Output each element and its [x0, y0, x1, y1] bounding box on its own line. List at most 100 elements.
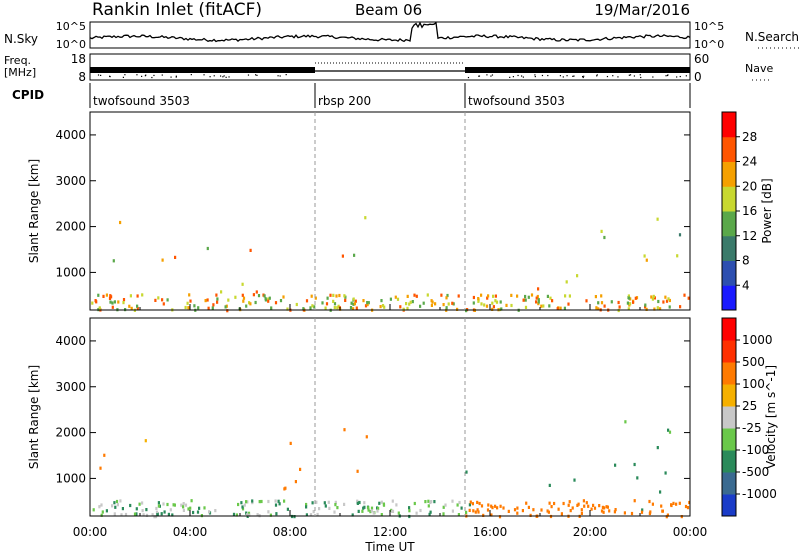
ground-scatter-cell [447, 302, 450, 306]
data-cell [668, 430, 672, 434]
ground-scatter-cell [119, 499, 122, 503]
data-cell [664, 471, 667, 475]
ground-scatter-cell [429, 510, 432, 514]
colorbar-segment [722, 211, 736, 237]
ground-scatter-cell [672, 501, 675, 505]
ground-scatter-cell [389, 297, 392, 301]
power-axes: 1000 2000 3000 4000 [55, 112, 691, 310]
ground-scatter-cell [465, 510, 468, 514]
ground-scatter-cell [252, 293, 255, 297]
freq-noise-dot [491, 74, 494, 76]
ground-scatter-cell [451, 301, 454, 305]
ground-scatter-cell [427, 499, 430, 503]
freq-noise-dot [512, 76, 515, 78]
freq-noise-dot [582, 75, 584, 78]
ground-scatter-cell [456, 307, 459, 311]
data-cell [103, 453, 106, 457]
ground-scatter-cell [419, 304, 422, 308]
freq-noise-dot [679, 75, 681, 78]
ground-scatter-cell [97, 293, 100, 297]
ground-scatter-cell [352, 307, 355, 311]
ground-scatter-cell [629, 302, 632, 306]
ground-scatter-cell [507, 509, 510, 513]
ground-scatter-cell [430, 500, 433, 504]
data-cell [636, 476, 639, 480]
ground-scatter-cell [472, 509, 475, 513]
ground-scatter-cell [664, 295, 667, 299]
ground-scatter-cell [457, 513, 460, 517]
ground-scatter-cell [364, 304, 368, 308]
ground-scatter-cell [614, 508, 617, 512]
ground-scatter-cell [204, 299, 207, 303]
ground-scatter-cell [645, 307, 648, 311]
ground-scatter-cell [434, 302, 437, 306]
ground-scatter-cell [241, 505, 244, 509]
freq-noise-dot [612, 75, 614, 77]
ground-scatter-cell [212, 303, 215, 307]
ground-scatter-cell [251, 499, 254, 503]
ground-scatter-cell [535, 296, 538, 300]
ground-scatter-cell [444, 503, 447, 507]
ground-scatter-cell [129, 503, 132, 508]
ground-scatter-cell [556, 307, 559, 311]
ground-scatter-cell [391, 499, 394, 503]
ground-scatter-cell [267, 297, 270, 301]
ground-scatter-cell [109, 300, 112, 304]
ground-scatter-cell [203, 506, 206, 510]
ground-scatter-cell [413, 293, 416, 297]
ground-scatter-cell [334, 503, 337, 507]
ground-scatter-cell [667, 297, 670, 301]
ground-scatter-cell [268, 296, 271, 300]
colorbar-segment [722, 136, 736, 162]
freq-noise-dot [467, 76, 470, 79]
ground-scatter-cell [172, 503, 175, 507]
ground-scatter-cell [105, 293, 108, 297]
ground-scatter-cell [651, 502, 654, 506]
ground-scatter-cell [568, 500, 571, 504]
ground-scatter-cell [431, 300, 434, 304]
ground-scatter-cell [597, 307, 600, 311]
nsearch-tick-top: 10^5 [694, 20, 724, 33]
data-cell [206, 246, 209, 251]
ground-scatter-cell [623, 511, 626, 515]
ground-scatter-cell [415, 511, 418, 515]
freq-noise-dot [665, 75, 667, 77]
ground-scatter-cell [160, 512, 163, 516]
ground-scatter-cell [419, 508, 422, 513]
y-tick-label: 3000 [55, 380, 86, 394]
ground-scatter-cell [136, 294, 139, 298]
ground-scatter-cell [208, 510, 211, 514]
ground-scatter-cell [370, 506, 374, 510]
ground-scatter-cell [660, 504, 663, 508]
ground-scatter-cell [549, 296, 552, 300]
ground-scatter-cell [630, 511, 634, 516]
ground-scatter-cell [608, 509, 611, 513]
ground-scatter-cell [187, 306, 190, 310]
data-cell [516, 294, 519, 298]
ground-scatter-cell [277, 499, 280, 503]
ground-scatter-cell [613, 510, 616, 514]
ground-scatter-cell [491, 307, 494, 311]
freq-tick-bottom: 8 [78, 70, 86, 84]
ground-scatter-cell [569, 509, 572, 513]
ground-scatter-cell [138, 502, 141, 506]
ground-scatter-cell [162, 502, 165, 506]
ground-scatter-cell [184, 503, 188, 507]
colorbar-tick-label: -500 [742, 465, 769, 479]
ground-scatter-cell [626, 301, 629, 305]
ground-scatter-cell [249, 302, 252, 306]
ground-scatter-cell [358, 500, 361, 505]
freq-noise-dot [153, 74, 155, 77]
ground-scatter-cell [309, 513, 313, 517]
ground-scatter-cell [344, 298, 347, 302]
ground-scatter-cell [166, 298, 169, 302]
freq-noise-dot [628, 74, 630, 76]
freq-noise-dot [685, 75, 687, 77]
ground-scatter-cell [413, 501, 416, 506]
colorbar-segment [722, 450, 736, 473]
data-cell [343, 428, 346, 432]
ground-scatter-cell [422, 301, 425, 305]
ground-scatter-cell [582, 499, 585, 503]
colorbar-tick-label: 25 [742, 399, 757, 413]
ground-scatter-cell [337, 304, 340, 308]
